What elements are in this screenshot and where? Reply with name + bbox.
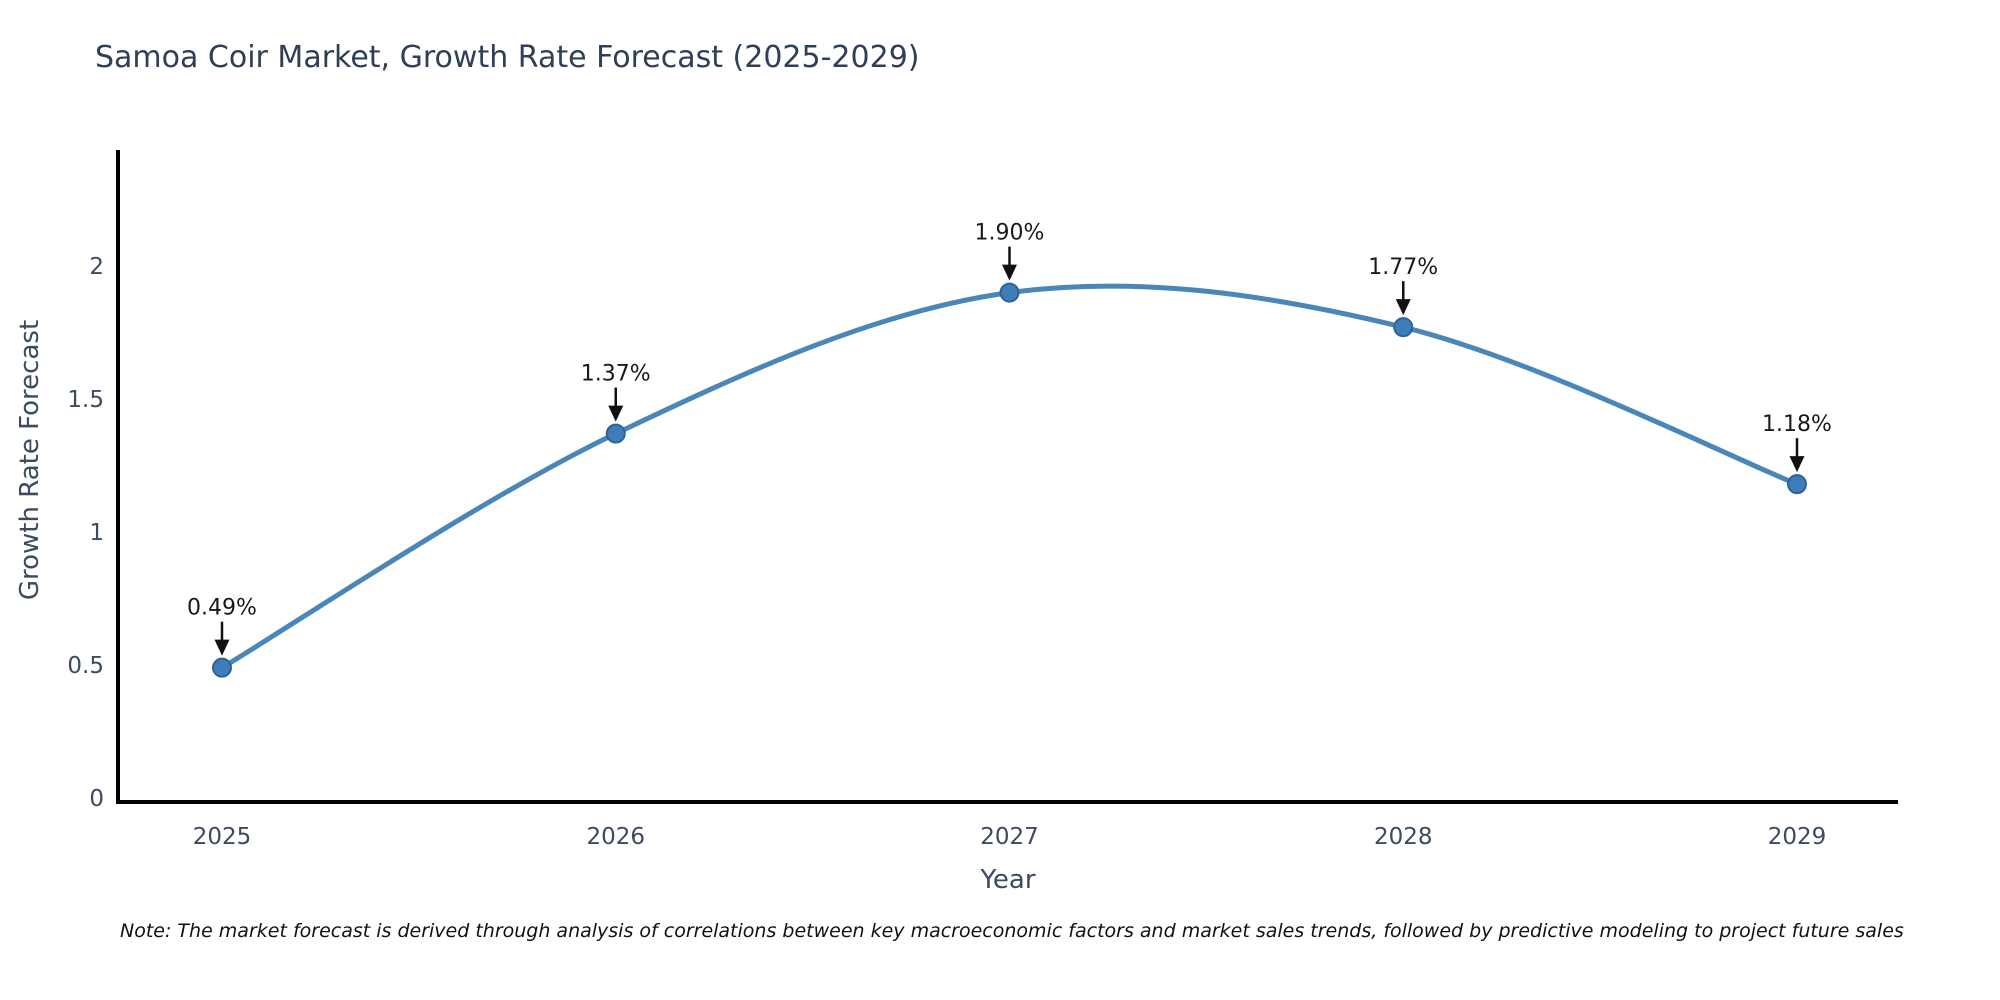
y-tick-label: 1 [89, 520, 104, 546]
y-tick-label: 2 [89, 254, 104, 280]
annotation-arrow-head [608, 405, 624, 422]
data-point [605, 423, 626, 444]
annotation-arrow-head [1002, 264, 1017, 281]
annotation-arrow-head [1395, 299, 1411, 316]
data-point [1787, 474, 1807, 495]
y-tick-label: 0.5 [67, 653, 104, 679]
annotation-arrow-head [214, 639, 230, 656]
annotation-arrow-head [1789, 456, 1805, 473]
point-annotation-label: 1.37% [581, 362, 651, 387]
data-point [1393, 317, 1414, 338]
y-tick-label: 1.5 [67, 387, 104, 413]
point-annotation-label: 1.18% [1762, 412, 1832, 437]
point-annotation-label: 1.90% [975, 221, 1045, 246]
data-point [999, 282, 1020, 303]
x-tick-label: 2028 [1374, 824, 1433, 850]
x-axis-title: Year [980, 865, 1036, 895]
point-annotation-label: 1.77% [1368, 255, 1438, 280]
x-tick-label: 2027 [980, 824, 1039, 850]
data-point [212, 657, 232, 678]
chart-title: Samoa Coir Market, Growth Rate Forecast … [95, 40, 920, 75]
trend-line [219, 283, 1800, 671]
y-tick-label: 0 [89, 786, 104, 812]
footnote: Note: The market forecast is derived thr… [120, 920, 1904, 942]
point-annotation-label: 0.49% [187, 596, 257, 621]
x-tick-label: 2026 [586, 824, 645, 850]
x-tick-label: 2029 [1768, 824, 1827, 850]
x-tick-label: 2025 [193, 824, 252, 850]
